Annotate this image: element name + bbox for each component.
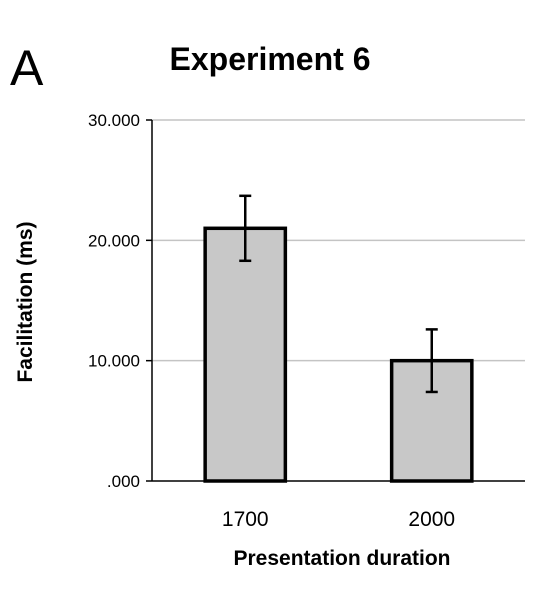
x-tick-label-1700: 1700: [222, 508, 269, 531]
x-tick-label-2000: 2000: [408, 508, 455, 531]
bars: [203, 194, 474, 483]
x-axis-label: Presentation duration: [233, 547, 450, 570]
chart-title: Experiment 6: [170, 41, 371, 77]
x-tick-labels: 1700 2000: [222, 508, 455, 531]
axes: [146, 119, 525, 482]
panel-label: A: [10, 40, 44, 96]
y-axis-label: Facilitation (ms): [14, 221, 37, 382]
bar-1700: [203, 226, 288, 483]
y-tick-label: 30.000: [88, 111, 140, 130]
y-tick-labels: .000 10.000 20.000 30.000: [88, 111, 140, 491]
y-tick-label: .000: [107, 472, 140, 491]
y-tick-label: 10.000: [88, 352, 140, 371]
y-tick-label: 20.000: [88, 231, 140, 250]
